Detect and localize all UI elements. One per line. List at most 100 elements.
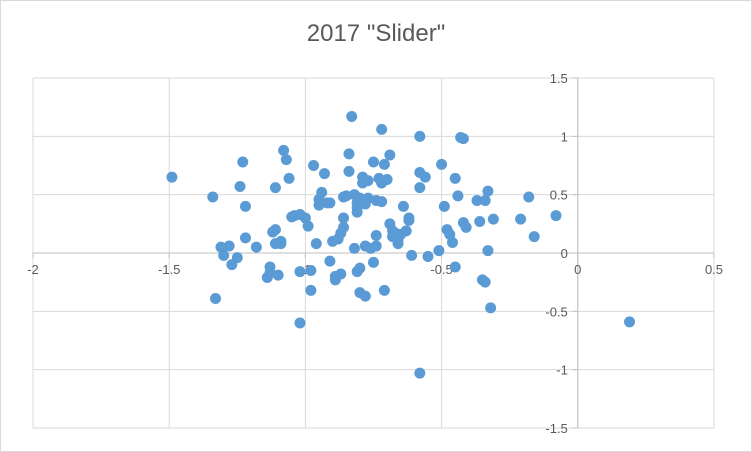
data-point (378, 284, 390, 296)
data-point (485, 302, 497, 314)
x-tick-label: 0 (574, 262, 581, 277)
data-point (370, 230, 382, 241)
data-point (207, 191, 219, 203)
y-tick-label: 0 (561, 246, 568, 261)
data-point (305, 265, 317, 276)
y-tick-label: 0.5 (550, 188, 568, 203)
data-point (479, 276, 491, 288)
data-point (414, 367, 426, 379)
data-point (305, 284, 317, 296)
data-point (370, 240, 382, 252)
data-point (278, 144, 290, 156)
data-point (406, 249, 418, 261)
data-point (294, 317, 306, 329)
data-point (528, 231, 540, 243)
data-point (250, 241, 262, 253)
data-point (457, 133, 469, 145)
data-point (223, 240, 235, 252)
data-point (234, 181, 246, 192)
data-point (487, 213, 499, 225)
y-tick-label: -1.5 (545, 421, 567, 436)
x-tick-label: -2 (27, 262, 39, 277)
data-point (359, 290, 371, 302)
data-point (414, 130, 426, 142)
data-point (433, 245, 445, 257)
data-point (218, 249, 230, 261)
data-point (368, 156, 379, 168)
data-point (316, 186, 328, 198)
data-point (550, 210, 562, 222)
data-point (482, 185, 494, 197)
data-point (376, 196, 388, 208)
data-point (378, 158, 390, 170)
data-point (269, 224, 281, 236)
y-tick-label: -1 (556, 363, 568, 378)
data-point (479, 195, 491, 206)
x-tick-label: 0.5 (705, 262, 723, 277)
data-point (414, 182, 426, 194)
data-point (343, 148, 355, 160)
data-point (269, 182, 281, 194)
data-point (403, 212, 415, 224)
data-point (264, 261, 276, 273)
data-point (324, 255, 336, 267)
data-point (368, 256, 379, 268)
data-points (166, 111, 636, 379)
data-point (438, 200, 450, 212)
data-point (302, 220, 314, 232)
data-point (515, 213, 527, 225)
data-point (237, 156, 249, 168)
data-point (449, 261, 461, 273)
data-point (449, 172, 461, 184)
data-point (335, 268, 347, 280)
data-point (384, 149, 396, 161)
data-point (338, 212, 350, 224)
data-point (400, 225, 412, 237)
data-point (275, 235, 287, 247)
y-tick-label: -0.5 (545, 304, 567, 319)
data-point (280, 154, 292, 166)
data-point (397, 200, 409, 212)
data-point (338, 221, 350, 233)
data-point (471, 195, 483, 206)
data-point (166, 171, 178, 183)
chart-title: 2017 "Slider" (306, 20, 446, 47)
data-point (474, 216, 486, 227)
data-point (239, 232, 251, 244)
data-point (460, 221, 472, 233)
data-point (624, 316, 636, 328)
data-point (346, 111, 358, 122)
data-point (376, 123, 388, 135)
x-tick-label: -1 (300, 262, 312, 277)
y-tick-label: 1.5 (550, 71, 568, 86)
data-point (318, 168, 330, 180)
data-point (436, 158, 448, 170)
data-point (310, 238, 322, 250)
x-tick-label: -0.5 (430, 262, 452, 277)
data-point (348, 242, 360, 254)
data-point (294, 266, 306, 278)
data-point (231, 252, 243, 264)
data-point (419, 171, 431, 183)
tick-labels: -2 -1.5 -1 -0.5 0 0.5 1.5 1 0.5 0 -0.5 -1 -1.5 (27, 71, 723, 436)
data-point (381, 174, 393, 185)
data-point (239, 200, 251, 212)
data-point (272, 269, 284, 281)
y-tick-label: 1 (561, 129, 568, 144)
data-point (523, 191, 535, 203)
data-point (283, 172, 295, 184)
data-point (354, 262, 366, 274)
data-point (340, 190, 352, 202)
data-point (343, 165, 355, 177)
data-point (362, 175, 374, 187)
data-point (452, 190, 464, 202)
data-point (351, 206, 363, 218)
data-point (482, 245, 494, 257)
data-point (324, 197, 336, 209)
data-point (422, 251, 434, 262)
data-point (308, 160, 320, 171)
data-point (446, 237, 458, 248)
data-point (210, 293, 222, 304)
